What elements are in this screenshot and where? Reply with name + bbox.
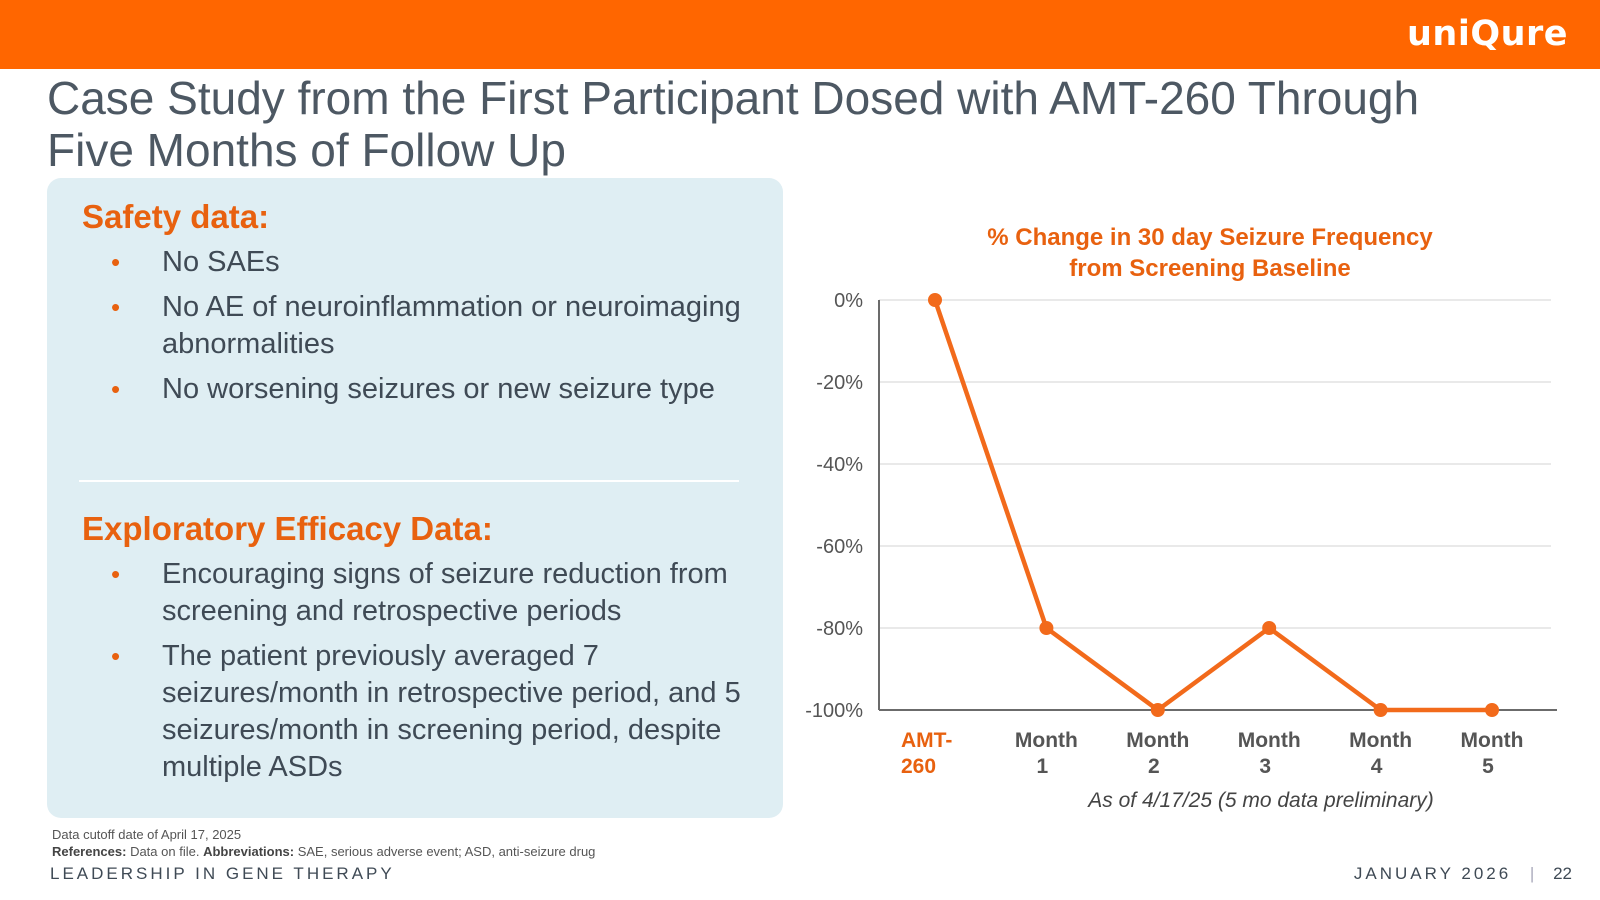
data-point bbox=[1485, 703, 1499, 717]
safety-list: • No SAEs • No AE of neuroinflammation or … bbox=[47, 244, 767, 416]
footer-date: JANUARY 2026 bbox=[1353, 864, 1512, 883]
footer-tagline: LEADERSHIP IN GENE THERAPY bbox=[50, 864, 395, 883]
company-logo: uniQure bbox=[1407, 14, 1568, 54]
data-point bbox=[928, 293, 942, 307]
x-tick-label: Month 2 bbox=[1126, 729, 1189, 778]
footer-separator: | bbox=[1529, 864, 1535, 883]
data-point bbox=[1150, 703, 1165, 717]
chart-title-line-1: % Change in 30 day Seizure Frequency bbox=[987, 224, 1433, 251]
slide-title: Case Study from the First Participant Do… bbox=[47, 72, 1567, 176]
y-tick-label: -80% bbox=[816, 618, 863, 640]
summary-panel: Safety data: • No SAEs • No AE of neuroinf… bbox=[47, 178, 783, 818]
chart-title-line-2: from Screening Baseline bbox=[1069, 255, 1350, 282]
x-tick-label: Month 5 bbox=[1461, 729, 1524, 778]
bullet-icon: • bbox=[111, 292, 121, 322]
data-line bbox=[932, 299, 1492, 713]
x-tick-label: AMT-260 bbox=[901, 729, 952, 778]
list-item: • No SAEs bbox=[47, 244, 767, 281]
slide-title-line-1: Case Study from the First Participant Do… bbox=[47, 72, 1420, 124]
x-tick-label: Month 3 bbox=[1238, 729, 1301, 778]
y-tick-label: -100% bbox=[805, 700, 863, 722]
bullet-icon: • bbox=[111, 641, 121, 671]
y-tick-label: -20% bbox=[816, 372, 863, 394]
safety-heading: Safety data: bbox=[82, 198, 270, 235]
footnotes: Data cutoff date of April 17, 2025 Refer… bbox=[52, 826, 595, 860]
header-bar: uniQure bbox=[0, 0, 1600, 69]
y-tick-label: -40% bbox=[816, 454, 863, 476]
y-tick-label: 0% bbox=[834, 290, 863, 312]
list-item: • No AE of neuroinflammation or neuroimag… bbox=[111, 291, 741, 360]
data-cutoff-note: Data cutoff date of April 17, 2025 bbox=[52, 827, 242, 842]
slide-title-line-2: Five Months of Follow Up bbox=[47, 124, 566, 176]
seizure-frequency-chart: % Change in 30 day Seizure Frequency fro… bbox=[805, 224, 1557, 812]
page-number: 22 bbox=[1553, 864, 1572, 883]
list-item: • Encouraging signs of seizure reduction … bbox=[111, 558, 728, 627]
list-item: • No worsening seizures or new seizure ty… bbox=[47, 371, 767, 408]
x-tick-label: Month 4 bbox=[1349, 729, 1412, 778]
list-item: • The patient previously averaged 7 seizu… bbox=[111, 640, 741, 783]
footer-meta: JANUARY 2026 | 22 bbox=[1354, 864, 1572, 884]
bullet-icon: • bbox=[111, 559, 121, 589]
data-point bbox=[1039, 621, 1054, 635]
x-tick-label: Month 1 bbox=[1015, 729, 1078, 778]
data-point bbox=[1262, 621, 1277, 635]
y-tick-label: -60% bbox=[816, 536, 863, 558]
bullet-icon: • bbox=[111, 247, 121, 277]
references-note: References: Data on file. Abbreviations:… bbox=[52, 844, 596, 859]
data-point bbox=[1373, 703, 1388, 717]
section-divider bbox=[79, 480, 739, 482]
x-axis-caption: As of 4/17/25 (5 mo data preliminary) bbox=[1086, 789, 1434, 812]
efficacy-list: • Encouraging signs of seizure reduction … bbox=[47, 556, 767, 794]
bullet-icon: • bbox=[111, 374, 121, 404]
efficacy-heading: Exploratory Efficacy Data: bbox=[82, 510, 493, 547]
